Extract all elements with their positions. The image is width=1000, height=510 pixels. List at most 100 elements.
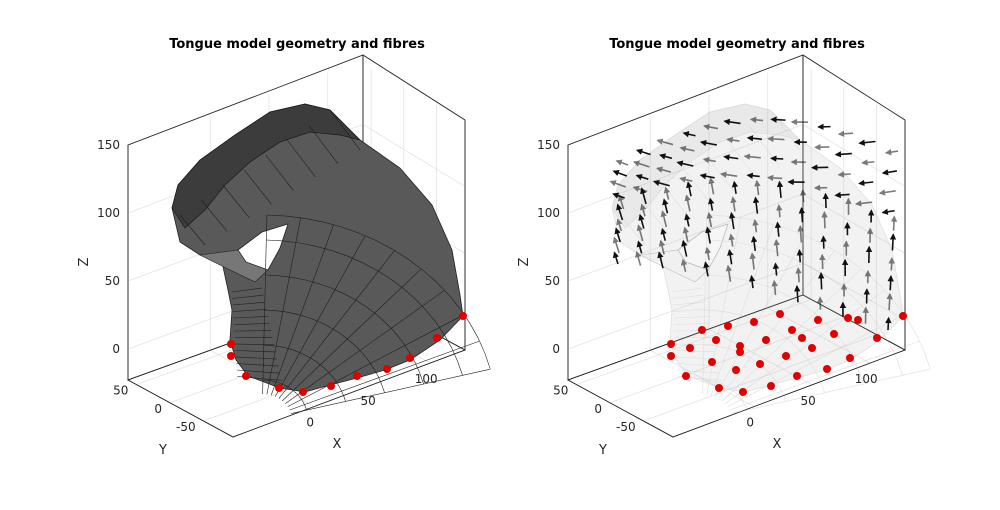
fibre-arrow	[770, 155, 784, 162]
fibre-arrow	[652, 179, 670, 187]
boundary-node	[793, 372, 801, 380]
mesh-radial	[718, 250, 835, 399]
mesh-arc	[704, 309, 825, 393]
fibre-arrow	[657, 251, 664, 269]
fibre-arrow	[773, 238, 780, 257]
boundary-node	[788, 326, 796, 334]
chart-title: Tongue model geometry and fibres	[169, 37, 425, 52]
fibre-arrow	[858, 179, 874, 187]
boundary-node	[756, 360, 764, 368]
y-tick-label: -50	[616, 420, 636, 434]
mesh-arc	[266, 214, 491, 370]
mesh-lip	[198, 249, 269, 283]
box-edge	[127, 54, 364, 146]
fibre-arrow	[794, 285, 801, 303]
mesh-row	[233, 323, 270, 325]
boundary-node	[736, 342, 744, 350]
fibre-arrow	[818, 272, 825, 290]
fibre-arrow	[731, 180, 739, 194]
fibre-arrow	[612, 169, 628, 177]
fibre-arrow	[617, 194, 625, 210]
fibre-arrow	[663, 186, 671, 200]
fibre-arrow	[748, 274, 756, 289]
boundary-node	[712, 336, 720, 344]
z-tick-label: 0	[112, 342, 120, 356]
mesh-arc	[703, 344, 786, 402]
fibre-arrow	[743, 153, 761, 160]
fibre-arrow	[819, 253, 826, 270]
boundary-node	[750, 318, 758, 326]
mesh-radial	[266, 217, 301, 395]
box-edge	[802, 54, 906, 121]
fibre-arrow	[682, 131, 696, 138]
mesh-row	[671, 287, 703, 293]
fibre-arrow	[837, 130, 854, 137]
boundary-node	[275, 384, 283, 392]
boundary-node	[686, 344, 694, 352]
fibre-arrow	[682, 226, 689, 242]
axes-panel-1: 150 100 50 0 0 50 100 50 0 -50 Z X Y Tongue model geo…	[77, 37, 491, 458]
mesh-radial	[731, 368, 930, 414]
fibre-arrow	[746, 172, 760, 179]
fibre-arrow	[705, 226, 712, 244]
mesh-dorsum-line	[329, 109, 361, 151]
fibre-arrow	[881, 208, 895, 215]
mesh-row	[673, 316, 709, 319]
fibre-arrow	[684, 213, 691, 227]
fibre-arrow	[635, 174, 649, 181]
fibre-arrow	[821, 211, 828, 229]
boundary-node	[808, 344, 816, 352]
x-tick-label: 100	[415, 372, 438, 386]
boundary-node	[406, 354, 414, 362]
mesh-row	[233, 316, 269, 319]
z-tick-label: 150	[537, 138, 560, 152]
boundary-node	[667, 352, 675, 360]
fibre-arrow	[659, 153, 673, 160]
fibre-arrow	[616, 203, 624, 221]
mesh-dorsum-line	[201, 199, 228, 232]
axis-line-y	[567, 379, 674, 438]
fibre-arrow	[635, 250, 642, 266]
mesh-dorsum-line	[726, 139, 756, 178]
boundary-node	[814, 316, 822, 324]
mesh-arc	[706, 239, 903, 376]
mesh-row	[233, 309, 267, 312]
fibre-arrow	[774, 221, 782, 237]
boundary-node	[736, 348, 744, 356]
boundary-node	[433, 334, 441, 342]
axis-line-x	[672, 349, 906, 438]
boundary-nodes	[667, 310, 907, 396]
boundary-node	[708, 358, 716, 366]
x-tick-label: 50	[361, 394, 376, 408]
mesh-radial	[725, 290, 885, 404]
mesh-row	[235, 350, 276, 353]
fibre-arrow	[888, 257, 895, 271]
fibre-arrow	[638, 213, 645, 229]
fibre-arrow	[609, 180, 627, 188]
fibre-arrow	[702, 123, 719, 131]
y-tick-label: 0	[154, 402, 162, 416]
y-tick-label: 0	[594, 402, 602, 416]
fibre-arrow	[889, 233, 897, 251]
boundary-node	[353, 372, 361, 380]
x-axis-label: X	[333, 437, 342, 452]
fibre-arrow	[699, 139, 718, 147]
mesh-radial	[278, 250, 395, 399]
fibre-arrow	[887, 274, 894, 291]
fibre-arrow	[728, 233, 735, 247]
mesh-radial	[727, 314, 904, 407]
tongue-silhouette	[171, 103, 464, 393]
fibre-arrow	[878, 189, 896, 196]
fibre-arrow	[686, 181, 693, 197]
mesh-radial	[270, 224, 334, 396]
fibre-arrow	[704, 246, 712, 261]
z-axis-label: Z	[517, 257, 532, 266]
mesh-dorsum-line	[222, 184, 250, 219]
fibre-arrow	[885, 316, 892, 331]
fibre-arrow	[766, 174, 783, 182]
fibre-arrow	[636, 224, 644, 242]
mesh-radial	[282, 268, 422, 402]
boundary-node	[667, 340, 675, 348]
fibre-arrow	[676, 160, 694, 167]
fibre-arrow	[776, 180, 784, 198]
